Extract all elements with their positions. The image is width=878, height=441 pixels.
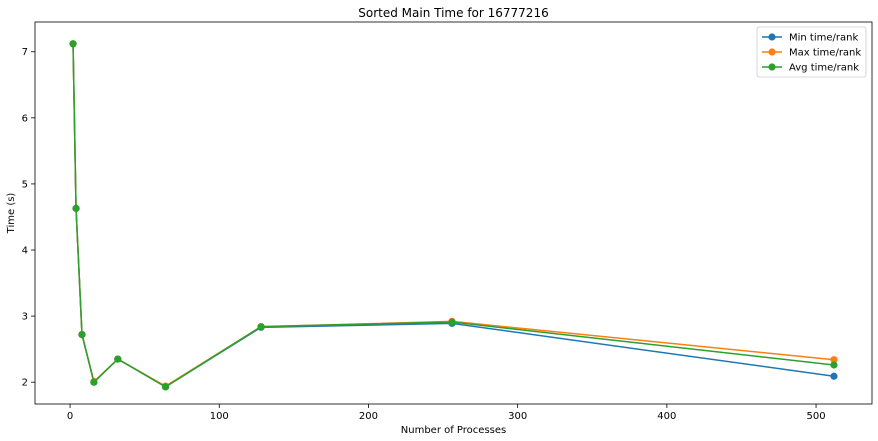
series-line-3	[72, 43, 835, 388]
series-2-point	[830, 356, 838, 364]
legend-label-2: Max time/rank	[789, 48, 861, 59]
axes-frame	[34, 21, 873, 405]
y-axis-label: Time (s)	[6, 193, 17, 235]
series-3-point	[114, 355, 122, 363]
x-tick-label: 400	[657, 411, 676, 422]
y-tick-label: 4	[22, 246, 28, 257]
x-tick-label: 200	[359, 411, 378, 422]
series-1-point	[830, 372, 838, 380]
legend-marker-1	[768, 33, 776, 41]
y-tick-label: 6	[22, 113, 28, 124]
series-3-point	[830, 361, 838, 369]
x-tick-label: 0	[67, 411, 73, 422]
series-3-point	[69, 40, 77, 48]
y-tick-label: 5	[22, 179, 28, 190]
series-3-point	[90, 378, 98, 386]
series-line-1	[72, 43, 835, 388]
y-tick-label: 3	[22, 312, 28, 323]
legend: Min time/rank Max time/rank Avg time/rank	[756, 26, 867, 78]
series-3-point	[161, 383, 170, 391]
series-line-2	[72, 43, 835, 388]
plot-area: 0 100 200 300 400 500 2 3 4 5 6 7	[22, 21, 873, 422]
legend-marker-3	[768, 63, 776, 71]
series-3-point	[448, 318, 456, 326]
legend-marker-2	[768, 48, 776, 56]
y-tick-label: 7	[22, 47, 28, 58]
series-3-point	[78, 331, 86, 339]
x-tick-label: 300	[508, 411, 527, 422]
legend-label-3: Avg time/rank	[789, 63, 859, 74]
x-tick-label: 100	[210, 411, 229, 422]
x-tick-label: 500	[807, 411, 826, 422]
series-3-point	[257, 323, 265, 331]
chart-title: Sorted Main Time for 16777216	[358, 6, 548, 20]
y-tick-label: 2	[22, 378, 28, 389]
x-axis-label: Number of Processes	[401, 425, 506, 436]
legend-box	[756, 26, 867, 78]
series-3-point	[72, 204, 80, 212]
legend-label-1: Min time/rank	[789, 33, 858, 44]
